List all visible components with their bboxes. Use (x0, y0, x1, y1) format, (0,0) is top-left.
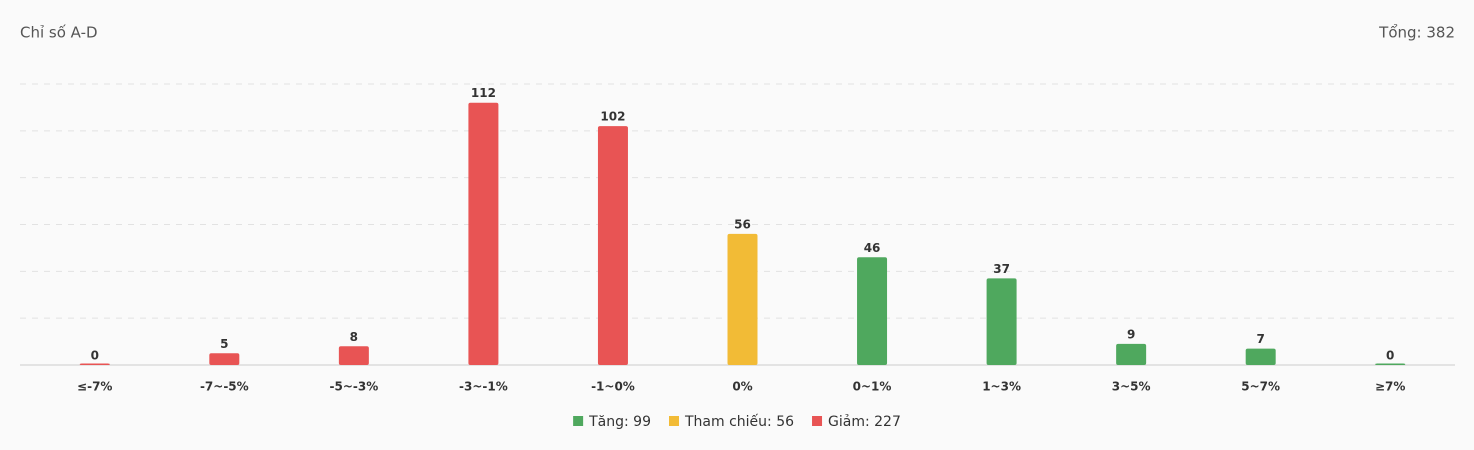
value-label: 56 (734, 217, 751, 231)
total-label: Tổng: 382 (1378, 24, 1455, 42)
bar (986, 278, 1017, 365)
value-label: 0 (1386, 349, 1394, 363)
bar (79, 363, 110, 365)
value-label: 112 (471, 86, 496, 100)
x-tick-label: ≤-7% (77, 380, 112, 394)
legend-swatch (669, 416, 679, 426)
bar (1116, 343, 1147, 365)
bar (1375, 363, 1406, 365)
legend-label: Tham chiếu: 56 (684, 413, 794, 430)
value-label: 7 (1257, 332, 1265, 346)
legend-label: Giảm: 227 (828, 414, 901, 430)
bar (338, 346, 369, 365)
x-tick-label: ≥7% (1375, 380, 1405, 394)
x-tick-label: 0% (732, 380, 752, 394)
chart-title: Chỉ số A-D (20, 24, 98, 42)
bar (468, 102, 499, 365)
legend-label: Tăng: 99 (588, 414, 651, 430)
x-tick-label: -5~-3% (329, 380, 378, 394)
x-tick-label: -3~-1% (459, 380, 508, 394)
x-tick-label: -7~-5% (200, 380, 249, 394)
value-label: 102 (600, 110, 625, 124)
bar (727, 233, 758, 365)
bar (209, 353, 240, 365)
value-label: 37 (993, 262, 1010, 276)
value-label: 8 (350, 330, 358, 344)
bar (597, 126, 628, 366)
legend-swatch (812, 416, 823, 426)
x-tick-label: 5~7% (1241, 380, 1280, 394)
x-tick-label: 1~3% (982, 380, 1021, 394)
value-label: 9 (1127, 327, 1135, 341)
bar (1245, 348, 1276, 365)
x-tick-label: 3~5% (1112, 380, 1151, 394)
x-tick-label: -1~0% (591, 380, 635, 394)
value-label: 5 (220, 337, 228, 351)
value-label: 46 (864, 241, 881, 255)
bar (857, 257, 888, 365)
legend-swatch (573, 416, 584, 426)
x-tick-label: 0~1% (853, 380, 892, 394)
value-label: 0 (91, 349, 99, 363)
